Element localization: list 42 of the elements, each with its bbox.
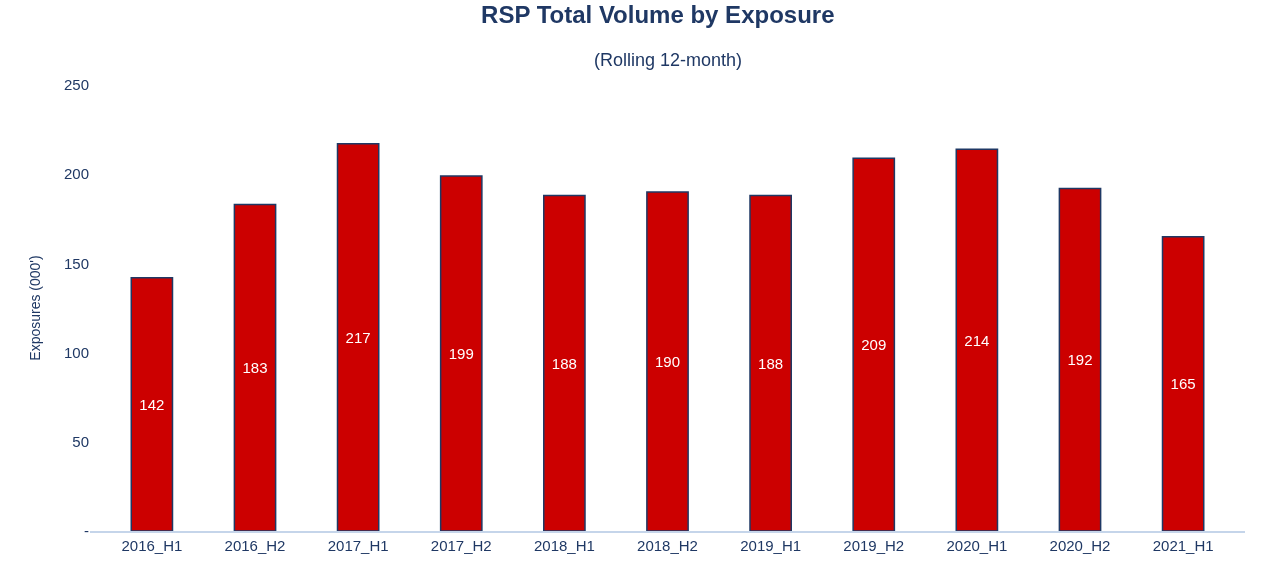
data-label: 142 (139, 395, 165, 413)
y-axis-title: Exposures (000') (26, 255, 43, 361)
x-tick-label: 2019_H2 (843, 536, 905, 554)
bar (646, 191, 689, 531)
data-label: 199 (448, 344, 474, 362)
x-tick-label: 2018_H1 (533, 536, 595, 554)
x-tick-label: 2021_H1 (1152, 536, 1214, 554)
chart-title: RSP Total Volume by Exposure (481, 0, 835, 28)
x-tick-label: 2019_H1 (740, 536, 802, 554)
y-tick-label: 250 (63, 76, 89, 94)
x-tick-label: 2017_H1 (327, 536, 389, 554)
data-label: 190 (654, 353, 681, 371)
bar (336, 143, 380, 531)
bar (852, 157, 896, 531)
bar (955, 148, 999, 531)
data-label: 214 (964, 331, 990, 349)
data-label: 165 (1170, 375, 1196, 393)
y-tick-label: 150 (63, 254, 89, 272)
y-tick-label: 200 (63, 165, 89, 183)
x-tick-label: 2016_H2 (224, 536, 286, 554)
y-tick-label: - (84, 522, 89, 540)
bar (749, 194, 792, 531)
data-label: 188 (551, 354, 577, 372)
bar (439, 175, 483, 531)
x-tick-label: 2016_H1 (121, 536, 183, 554)
bar (1161, 235, 1205, 531)
x-tick-label: 2017_H2 (430, 536, 492, 554)
bar (543, 194, 586, 531)
bar (233, 203, 277, 531)
bar (130, 276, 174, 531)
data-label: 192 (1067, 351, 1093, 369)
data-label: 188 (758, 354, 784, 372)
y-tick-label: 100 (63, 343, 89, 361)
bar (1058, 187, 1102, 531)
data-label: 217 (345, 328, 371, 346)
x-tick-label: 2020_H2 (1049, 536, 1111, 554)
chart-subtitle: (Rolling 12-month) (594, 50, 743, 70)
x-tick-label: 2020_H1 (946, 536, 1008, 554)
data-label: 183 (242, 359, 268, 377)
data-label: 209 (861, 336, 887, 354)
y-tick-label: 50 (72, 433, 89, 451)
x-tick-label: 2018_H2 (637, 536, 698, 554)
